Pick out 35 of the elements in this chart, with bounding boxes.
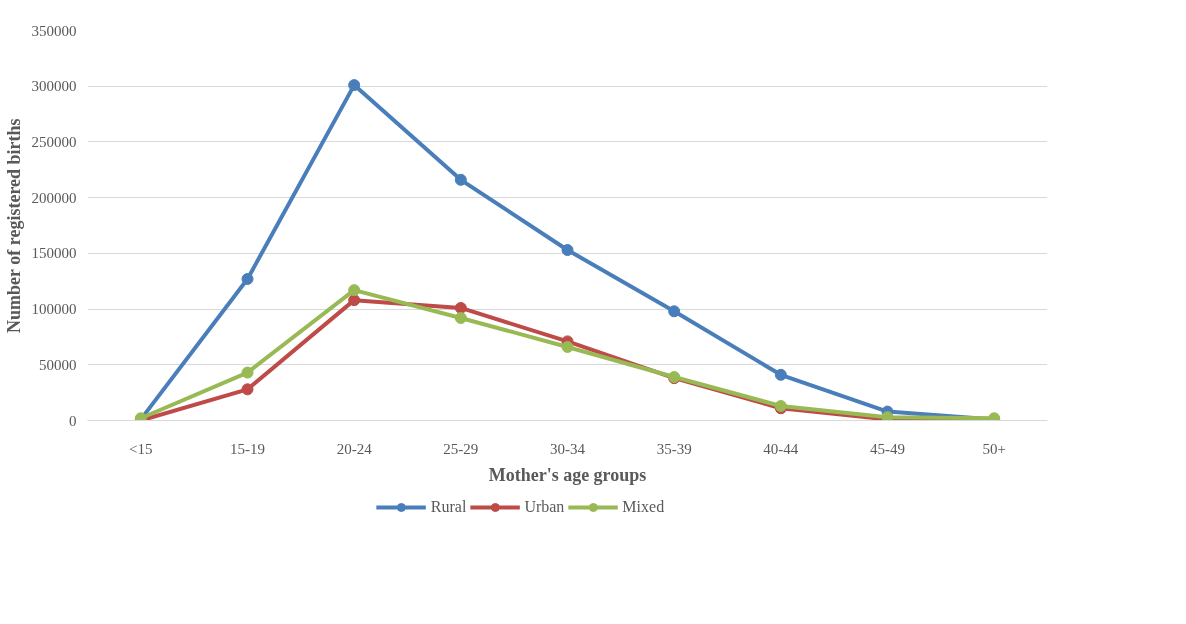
- y-tick-label: 100000: [31, 301, 77, 318]
- x-tick-label: 15-19: [230, 440, 265, 457]
- y-tick-label: 0: [69, 412, 77, 429]
- legend-label: Urban: [524, 498, 565, 516]
- point: [348, 79, 361, 92]
- x-axis-title: Mother's age groups: [488, 464, 647, 485]
- y-tick-label: 250000: [31, 133, 77, 150]
- point: [241, 273, 254, 285]
- y-tick-label: 150000: [31, 245, 77, 262]
- point: [561, 340, 574, 353]
- point: [454, 301, 467, 314]
- x-tick-label: 35-39: [656, 440, 692, 457]
- x-tick-label: 20-24: [336, 440, 373, 457]
- y-tick-label: 50000: [39, 356, 77, 373]
- point: [454, 173, 467, 186]
- point: [561, 244, 574, 256]
- x-tick-label: 40-44: [763, 440, 799, 457]
- y-tick-label: 200000: [31, 189, 77, 206]
- x-tick-label: 50+: [982, 440, 1006, 457]
- point: [241, 383, 254, 396]
- point: [774, 368, 787, 381]
- legend-label: Mixed: [622, 498, 665, 516]
- x-tick-label: 25-29: [443, 440, 479, 457]
- point: [241, 366, 254, 379]
- point: [668, 305, 681, 318]
- y-tick-label: 300000: [31, 78, 77, 95]
- y-tick-label: 350000: [31, 22, 77, 39]
- x-tick-label: 45-49: [870, 440, 905, 457]
- legend-label: Rural: [430, 498, 467, 516]
- x-tick-label: 30-34: [550, 440, 586, 457]
- point: [348, 294, 361, 307]
- point: [454, 312, 467, 324]
- x-tick-label: <15: [129, 440, 153, 457]
- y-axis-title: Number of registered births: [3, 118, 24, 333]
- point: [348, 284, 361, 297]
